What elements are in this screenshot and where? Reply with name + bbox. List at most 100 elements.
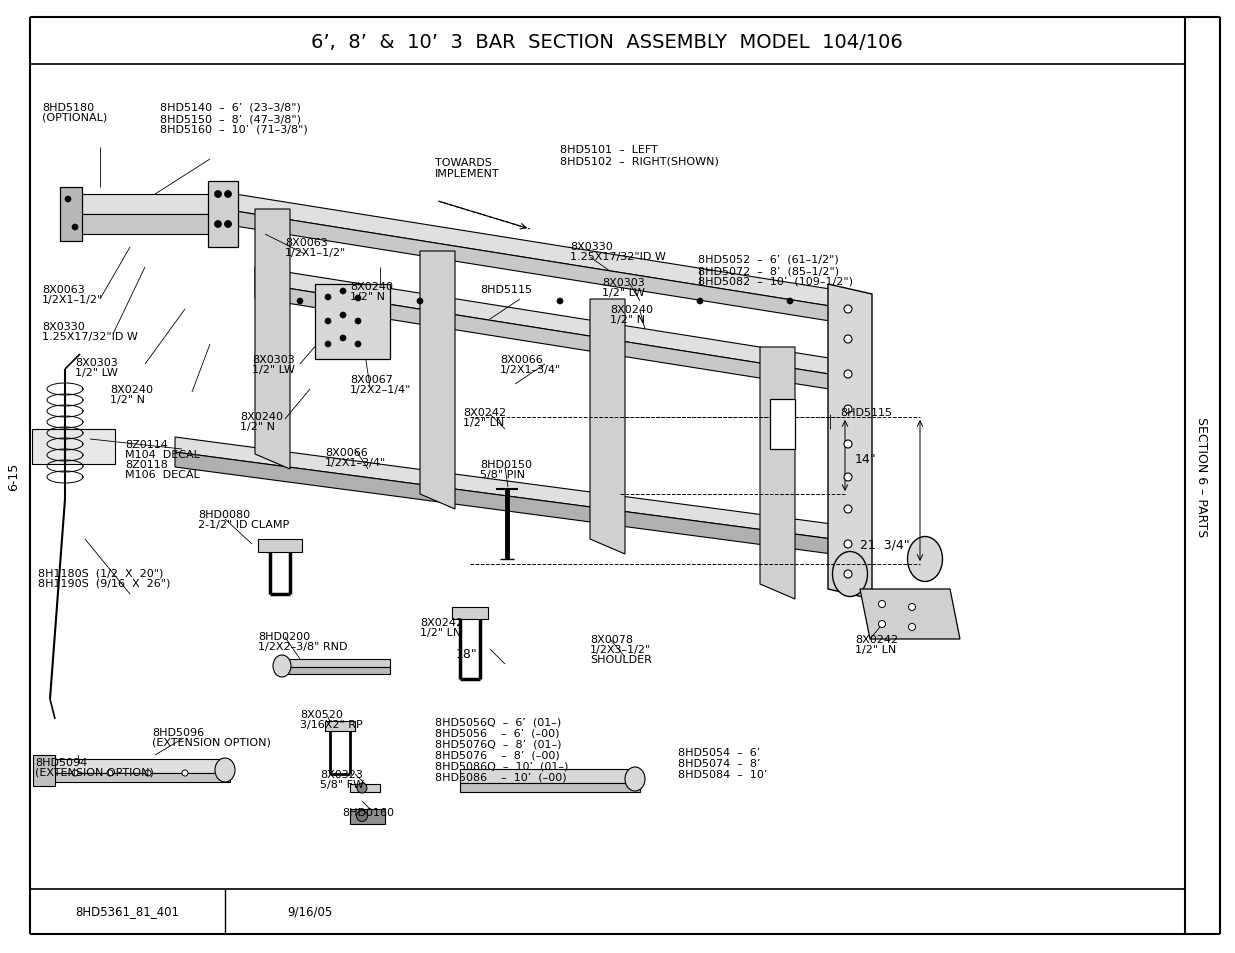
Polygon shape xyxy=(175,437,869,544)
Polygon shape xyxy=(207,182,238,248)
Text: 8HD5101  –  LEFT: 8HD5101 – LEFT xyxy=(559,145,658,154)
Text: IMPLEMENT: IMPLEMENT xyxy=(435,169,500,179)
Circle shape xyxy=(909,604,915,611)
Text: 1/2X2–1/4": 1/2X2–1/4" xyxy=(350,385,411,395)
Polygon shape xyxy=(420,252,454,510)
Ellipse shape xyxy=(273,656,291,678)
Text: 8HD5082  –  10’  (109–1/2"): 8HD5082 – 10’ (109–1/2") xyxy=(698,276,853,287)
Text: 8HD5180: 8HD5180 xyxy=(42,103,94,112)
Circle shape xyxy=(340,289,346,294)
Polygon shape xyxy=(459,769,640,783)
Text: 1/2" N: 1/2" N xyxy=(240,421,275,432)
Ellipse shape xyxy=(832,552,867,597)
Circle shape xyxy=(357,783,367,793)
Text: 8HD5072  –  8’  (85–1/2"): 8HD5072 – 8’ (85–1/2") xyxy=(698,266,839,275)
Text: 8X0078: 8X0078 xyxy=(590,635,634,644)
Circle shape xyxy=(844,505,852,514)
Text: 8HD0200: 8HD0200 xyxy=(258,631,310,641)
Text: 8X0330: 8X0330 xyxy=(571,242,613,252)
Ellipse shape xyxy=(625,767,645,791)
Circle shape xyxy=(107,770,112,776)
Text: (OPTIONAL): (OPTIONAL) xyxy=(42,112,107,123)
Polygon shape xyxy=(452,607,488,619)
Text: 8HD5160  –  10’  (71–3/8"): 8HD5160 – 10’ (71–3/8") xyxy=(161,125,308,135)
Text: 6-15: 6-15 xyxy=(7,462,21,491)
Circle shape xyxy=(844,406,852,414)
Text: 1.25X17/32"ID W: 1.25X17/32"ID W xyxy=(42,332,138,341)
Text: 8X0066: 8X0066 xyxy=(500,355,542,365)
Text: 8Z0118: 8Z0118 xyxy=(125,459,168,470)
Circle shape xyxy=(844,474,852,481)
Circle shape xyxy=(787,298,793,305)
Polygon shape xyxy=(254,268,848,377)
Text: 1/2" N: 1/2" N xyxy=(610,314,645,325)
Text: 3/16X2" RP: 3/16X2" RP xyxy=(300,720,363,729)
Text: 8HD5361_81_401: 8HD5361_81_401 xyxy=(75,904,179,918)
Text: 1/2" LW: 1/2" LW xyxy=(601,288,645,297)
Text: 1/2" LN: 1/2" LN xyxy=(855,644,897,655)
Circle shape xyxy=(225,221,231,229)
Text: 8X0240: 8X0240 xyxy=(110,385,153,395)
Polygon shape xyxy=(70,214,210,234)
Circle shape xyxy=(557,298,563,305)
Text: 1/2" LW: 1/2" LW xyxy=(252,365,295,375)
Circle shape xyxy=(296,298,303,305)
Text: 8HD5052  –  6’  (61–1/2"): 8HD5052 – 6’ (61–1/2") xyxy=(698,254,839,265)
Polygon shape xyxy=(35,773,230,782)
Circle shape xyxy=(844,371,852,378)
Polygon shape xyxy=(258,539,303,553)
Ellipse shape xyxy=(215,759,235,782)
Text: 5/8" FW: 5/8" FW xyxy=(320,780,364,789)
Circle shape xyxy=(354,318,361,325)
Text: 8HD5056    –  6’  (–00): 8HD5056 – 6’ (–00) xyxy=(435,728,559,739)
Text: 8HD0080: 8HD0080 xyxy=(198,510,251,519)
Text: 9/16/05: 9/16/05 xyxy=(288,904,332,918)
Polygon shape xyxy=(32,430,115,464)
Circle shape xyxy=(697,298,703,305)
Circle shape xyxy=(340,335,346,341)
Polygon shape xyxy=(860,589,960,639)
Text: 8HD5115: 8HD5115 xyxy=(480,285,532,294)
Circle shape xyxy=(144,770,151,776)
Polygon shape xyxy=(590,299,625,555)
Text: 8X0323: 8X0323 xyxy=(320,769,363,780)
Circle shape xyxy=(844,440,852,449)
Text: 8X0303: 8X0303 xyxy=(601,277,645,288)
Text: 8X0066: 8X0066 xyxy=(325,448,368,457)
Ellipse shape xyxy=(908,537,942,582)
Text: 8X0240: 8X0240 xyxy=(240,412,283,421)
Circle shape xyxy=(215,221,221,229)
Text: 8X0242: 8X0242 xyxy=(463,408,506,417)
Text: 8Z0114: 8Z0114 xyxy=(125,439,168,450)
Text: 8HD5150  –  8’  (47–3/8"): 8HD5150 – 8’ (47–3/8") xyxy=(161,113,301,124)
Text: 8HD5086Q  –  10’  (01–): 8HD5086Q – 10’ (01–) xyxy=(435,761,568,771)
Text: 8HD5096: 8HD5096 xyxy=(152,727,204,738)
Text: 8HD5094: 8HD5094 xyxy=(35,758,88,767)
Polygon shape xyxy=(254,284,848,393)
Circle shape xyxy=(357,811,368,821)
Text: 8X0303: 8X0303 xyxy=(252,355,295,365)
Polygon shape xyxy=(235,194,830,307)
Text: 8HD0160: 8HD0160 xyxy=(342,807,394,817)
Polygon shape xyxy=(350,784,380,792)
Text: (EXTENSION OPTION): (EXTENSION OPTION) xyxy=(152,738,270,747)
Text: 1/2X2–3/8" RND: 1/2X2–3/8" RND xyxy=(258,641,347,651)
Text: SHOULDER: SHOULDER xyxy=(590,655,652,664)
Text: 1.25X17/32"ID W: 1.25X17/32"ID W xyxy=(571,252,666,262)
Circle shape xyxy=(325,318,331,325)
Circle shape xyxy=(354,295,361,302)
Text: SECTION 6 – PARTS: SECTION 6 – PARTS xyxy=(1195,416,1209,537)
Circle shape xyxy=(844,335,852,344)
Circle shape xyxy=(340,313,346,318)
Text: 21  3/4": 21 3/4" xyxy=(860,537,910,551)
Text: 8X0240: 8X0240 xyxy=(350,282,393,292)
Polygon shape xyxy=(760,348,795,599)
Polygon shape xyxy=(315,285,390,359)
Text: (EXTENSION OPTION): (EXTENSION OPTION) xyxy=(35,767,154,778)
Polygon shape xyxy=(35,760,230,773)
Text: 8HD5076Q  –  8’  (01–): 8HD5076Q – 8’ (01–) xyxy=(435,740,562,749)
Circle shape xyxy=(65,196,70,203)
Circle shape xyxy=(325,341,331,348)
Polygon shape xyxy=(33,755,56,786)
Text: 1/2X1–3/4": 1/2X1–3/4" xyxy=(500,365,561,375)
